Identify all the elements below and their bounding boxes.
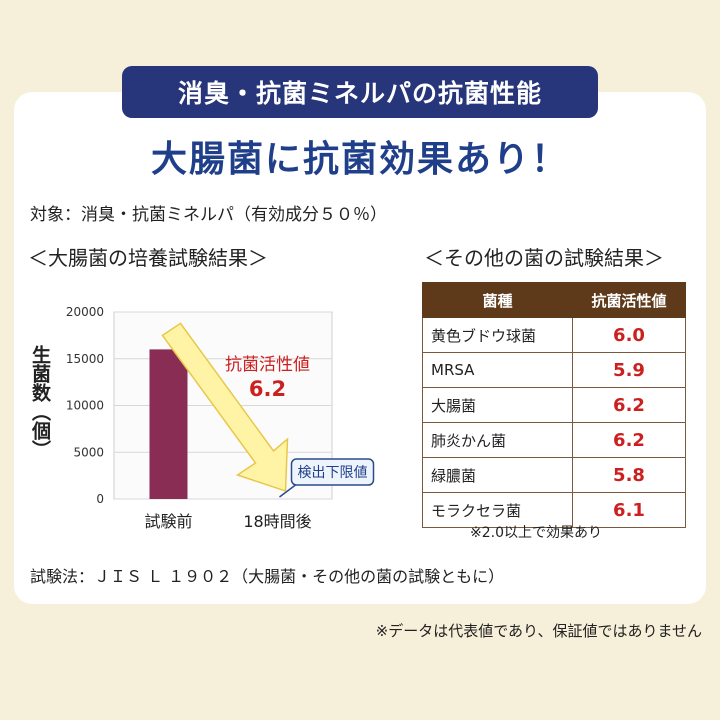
table-row: 緑膿菌 5.8 [422,457,686,493]
table-row: 大腸菌 6.2 [422,387,686,423]
table-note: ※2.0以上で効果あり [470,525,602,541]
table-row: 肺炎かん菌 6.2 [422,422,686,458]
x-tick-label: 試験前 [144,512,192,531]
disclaimer: ※データは代表値であり、保証値ではありません [375,622,702,640]
species-name: モラクセラ菌 [422,492,573,528]
annotation-value: 6.2 [249,377,286,401]
y-tick-label: 15000 [66,352,104,366]
table-row: MRSA 5.9 [422,352,686,388]
activity-value: 6.2 [572,422,686,458]
callout-pointer [279,484,296,498]
y-tick-label: 0 [96,492,104,506]
callout-label: 検出下限値 [298,465,368,481]
y-tick-label: 10000 [66,399,104,413]
activity-value: 5.8 [572,457,686,493]
subject-text: 対象：消臭・抗菌ミネルパ（有効成分５０％） [30,205,387,225]
activity-value: 6.0 [572,317,686,353]
y-tick-label: 20000 [66,305,104,319]
x-tick-label: 18時間後 [243,512,311,531]
species-name: 肺炎かん菌 [422,422,573,458]
activity-value: 5.9 [572,352,686,388]
header-badge: 消臭・抗菌ミネルパの抗菌性能 [122,66,598,118]
species-name: 黄色ブドウ球菌 [422,317,573,353]
y-tick-label: 5000 [73,445,104,459]
results-table: 菌種 抗菌活性値 黄色ブドウ球菌 6.0 MRSA 5.9 大腸菌 6.2 肺炎… [422,282,686,528]
table-header-row: 菌種 抗菌活性値 [422,282,686,318]
trend-arrow [161,322,289,493]
chart-section-title: ＜大腸菌の培養試験結果＞ [28,246,268,270]
species-name: 大腸菌 [422,387,573,423]
table-row: 黄色ブドウ球菌 6.0 [422,317,686,353]
species-name: MRSA [422,352,573,388]
bar [149,349,188,499]
column-header-activity: 抗菌活性値 [572,282,686,318]
activity-value: 6.2 [572,387,686,423]
table-section-title: ＜その他の菌の試験結果＞ [424,246,664,270]
species-name: 緑膿菌 [422,457,573,493]
callout-box [290,458,375,486]
column-header-species: 菌種 [422,282,573,318]
y-axis-label: 生菌数（個） [29,345,51,459]
annotation-label: 抗菌活性値 [225,355,310,375]
activity-value: 6.1 [572,492,686,528]
test-method: 試験法：ＪＩＳ Ｌ １９０２（大腸菌・その他の菌の試験ともに） [30,567,505,586]
table-row: モラクセラ菌 6.1 [422,492,686,528]
headline: 大腸菌に抗菌効果あり！ [150,139,569,180]
